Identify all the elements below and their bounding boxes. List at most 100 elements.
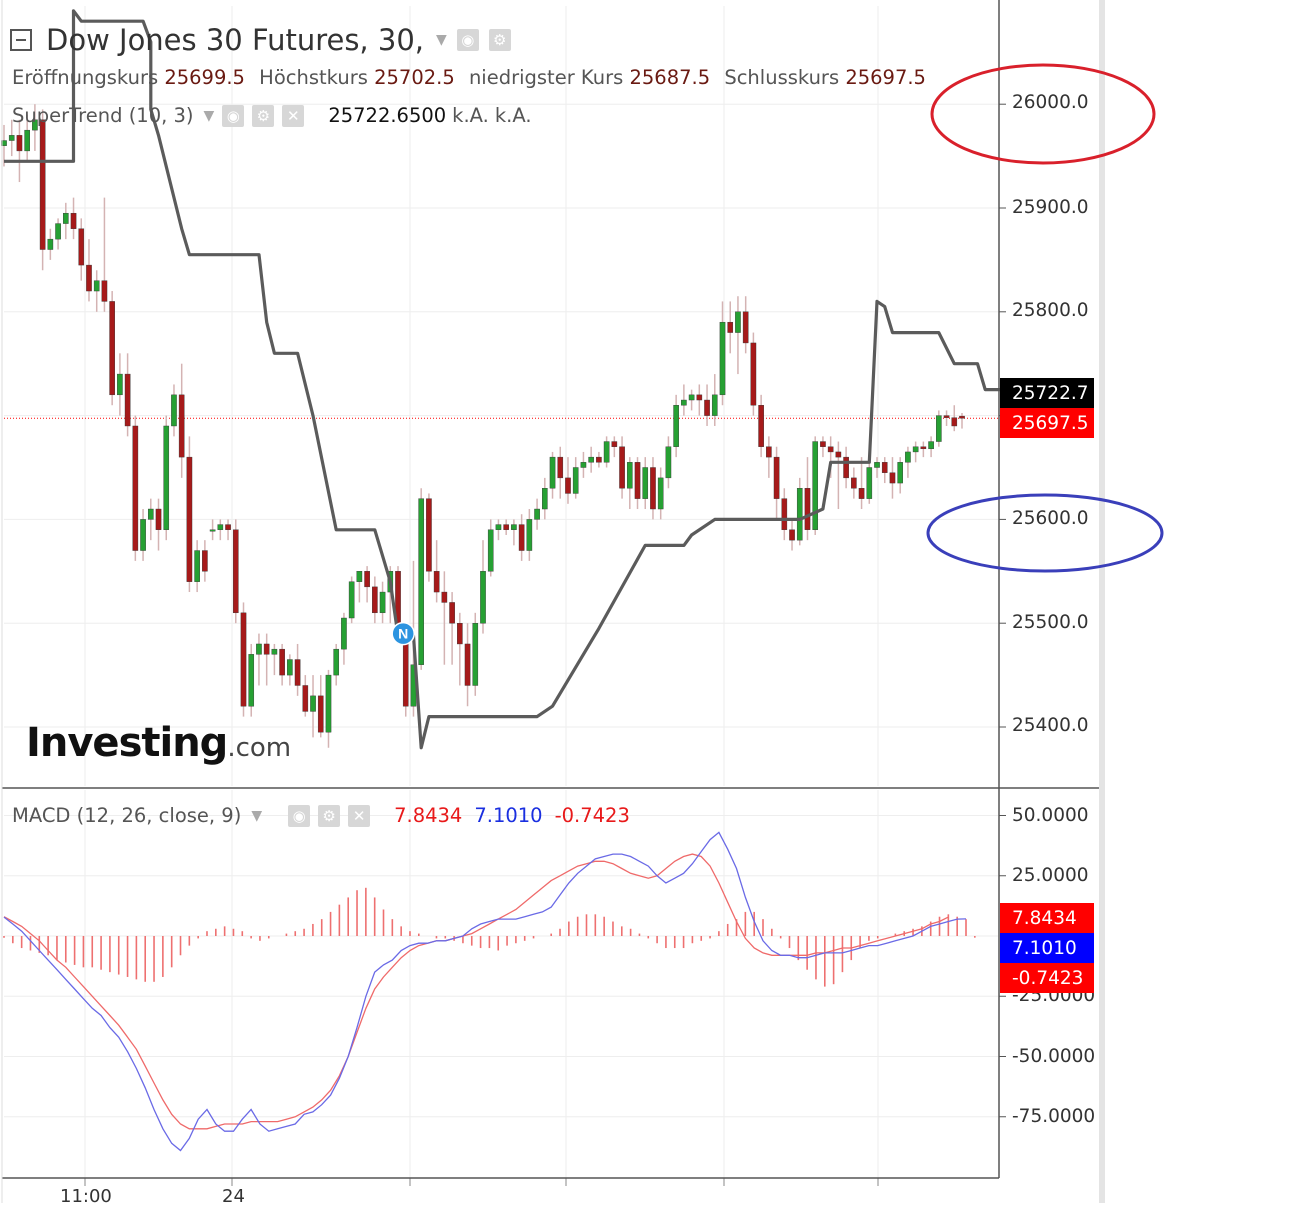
histogram-value: -0.7423 (554, 804, 630, 827)
candle-body (588, 456, 594, 463)
candle-body (897, 462, 903, 484)
chevron-down-icon[interactable]: ▼ (251, 807, 263, 824)
candle-body (596, 456, 602, 463)
logo-suffix: .com (227, 733, 292, 763)
candle-body (781, 498, 788, 530)
price-tick: 25800.0 (1012, 300, 1089, 321)
candle-body (70, 212, 77, 229)
chevron-down-icon[interactable]: ▼ (203, 107, 215, 124)
candle-body (8, 135, 15, 141)
candle-body (557, 456, 564, 479)
price-tick: 25900.0 (1012, 197, 1089, 218)
candle-body (1, 140, 7, 146)
candle-body (812, 441, 819, 530)
candle-body (124, 373, 131, 427)
candle-body (140, 519, 146, 551)
candle-body (147, 508, 154, 520)
candle-body (117, 373, 123, 396)
gear-icon[interactable]: ⚙ (252, 104, 275, 127)
visibility-icon[interactable]: ◉ (222, 104, 245, 127)
candle-body (379, 591, 386, 614)
candle-body (611, 441, 618, 447)
candle-body (433, 571, 440, 593)
candle-body (711, 394, 718, 416)
candle-body (256, 643, 262, 655)
candle-body (704, 399, 710, 416)
close-label: Schlusskurs (724, 66, 840, 89)
open-label: Eröffnungskurs (12, 66, 159, 89)
close-icon[interactable]: ✕ (348, 804, 371, 827)
supertrend-label: SuperTrend (10, 3) (12, 104, 194, 127)
candle-body (943, 415, 950, 418)
candle-body (804, 488, 811, 530)
candle-body (572, 467, 579, 494)
candle-body (163, 425, 170, 530)
close-value: 25697.5 (845, 66, 926, 89)
price-tick: 25600.0 (1012, 508, 1089, 529)
candle-body (240, 612, 247, 707)
signal-tag: 7.1010 (1000, 933, 1094, 963)
supertrend-value: 25722.6500 (328, 104, 447, 127)
candle-body (750, 342, 757, 406)
candle-body (657, 477, 664, 510)
candle-body (480, 571, 486, 624)
candle-body (796, 488, 803, 541)
candle-body (271, 648, 278, 655)
candle-body (333, 648, 340, 676)
visibility-icon[interactable]: ◉ (288, 804, 311, 827)
collapse-icon[interactable] (10, 29, 32, 51)
candle-body (642, 467, 649, 499)
gear-icon[interactable]: ⚙ (318, 804, 341, 827)
supertrend-na-1: k.A. (452, 104, 489, 127)
candle-body (526, 519, 533, 551)
candle-body (186, 456, 193, 582)
macd-value: 7.8434 (394, 804, 463, 827)
candle-body (936, 415, 942, 442)
time-label: 11:00 (60, 1186, 112, 1207)
candle-body (766, 446, 772, 458)
ohlc-legend: Eröffnungskurs 25699.5 Höchstkurs 25702.… (12, 66, 934, 89)
candle-body (912, 446, 919, 453)
candle-body (688, 394, 695, 401)
candle-body (348, 581, 355, 619)
candle-body (773, 456, 780, 499)
candle-body (457, 623, 463, 645)
candle-body (32, 119, 38, 131)
investing-logo: Investing.com (26, 720, 291, 766)
candle-body (86, 264, 92, 292)
macd-line (3, 831, 967, 1152)
supertrend-na-2: k.A. (494, 104, 532, 127)
candle-body (372, 586, 378, 614)
chevron-down-icon[interactable]: ▼ (436, 32, 447, 48)
candle-body (132, 425, 139, 551)
candle-body (549, 456, 556, 489)
candle-body (874, 462, 880, 468)
visibility-icon[interactable]: ◉ (456, 29, 479, 51)
candle-body (534, 508, 540, 520)
price-tick: 25400.0 (1012, 715, 1089, 736)
candle-body (619, 446, 625, 489)
candle-body (202, 550, 208, 572)
annotation-circle-red (930, 63, 1156, 165)
candle-body (47, 238, 54, 250)
candle-body (194, 550, 200, 582)
candle-body (719, 321, 726, 396)
candle-body (665, 446, 672, 479)
gear-icon[interactable]: ⚙ (488, 29, 511, 51)
candle-body (681, 399, 687, 406)
candle-body (487, 529, 494, 572)
close-icon[interactable]: ✕ (282, 104, 305, 127)
candle-body (101, 280, 108, 302)
candle-body (503, 524, 509, 530)
candle-body (232, 529, 239, 614)
candle-body (835, 451, 842, 458)
candle-body (881, 462, 888, 473)
signal-value: 7.1010 (474, 804, 543, 827)
time-label: 24 (222, 1186, 245, 1207)
candle-body (171, 394, 177, 427)
macd-tick: -50.0000 (1012, 1046, 1096, 1067)
candle-body (951, 417, 958, 427)
low-label: niedrigster Kurs (468, 66, 624, 89)
candle-body (310, 695, 316, 712)
